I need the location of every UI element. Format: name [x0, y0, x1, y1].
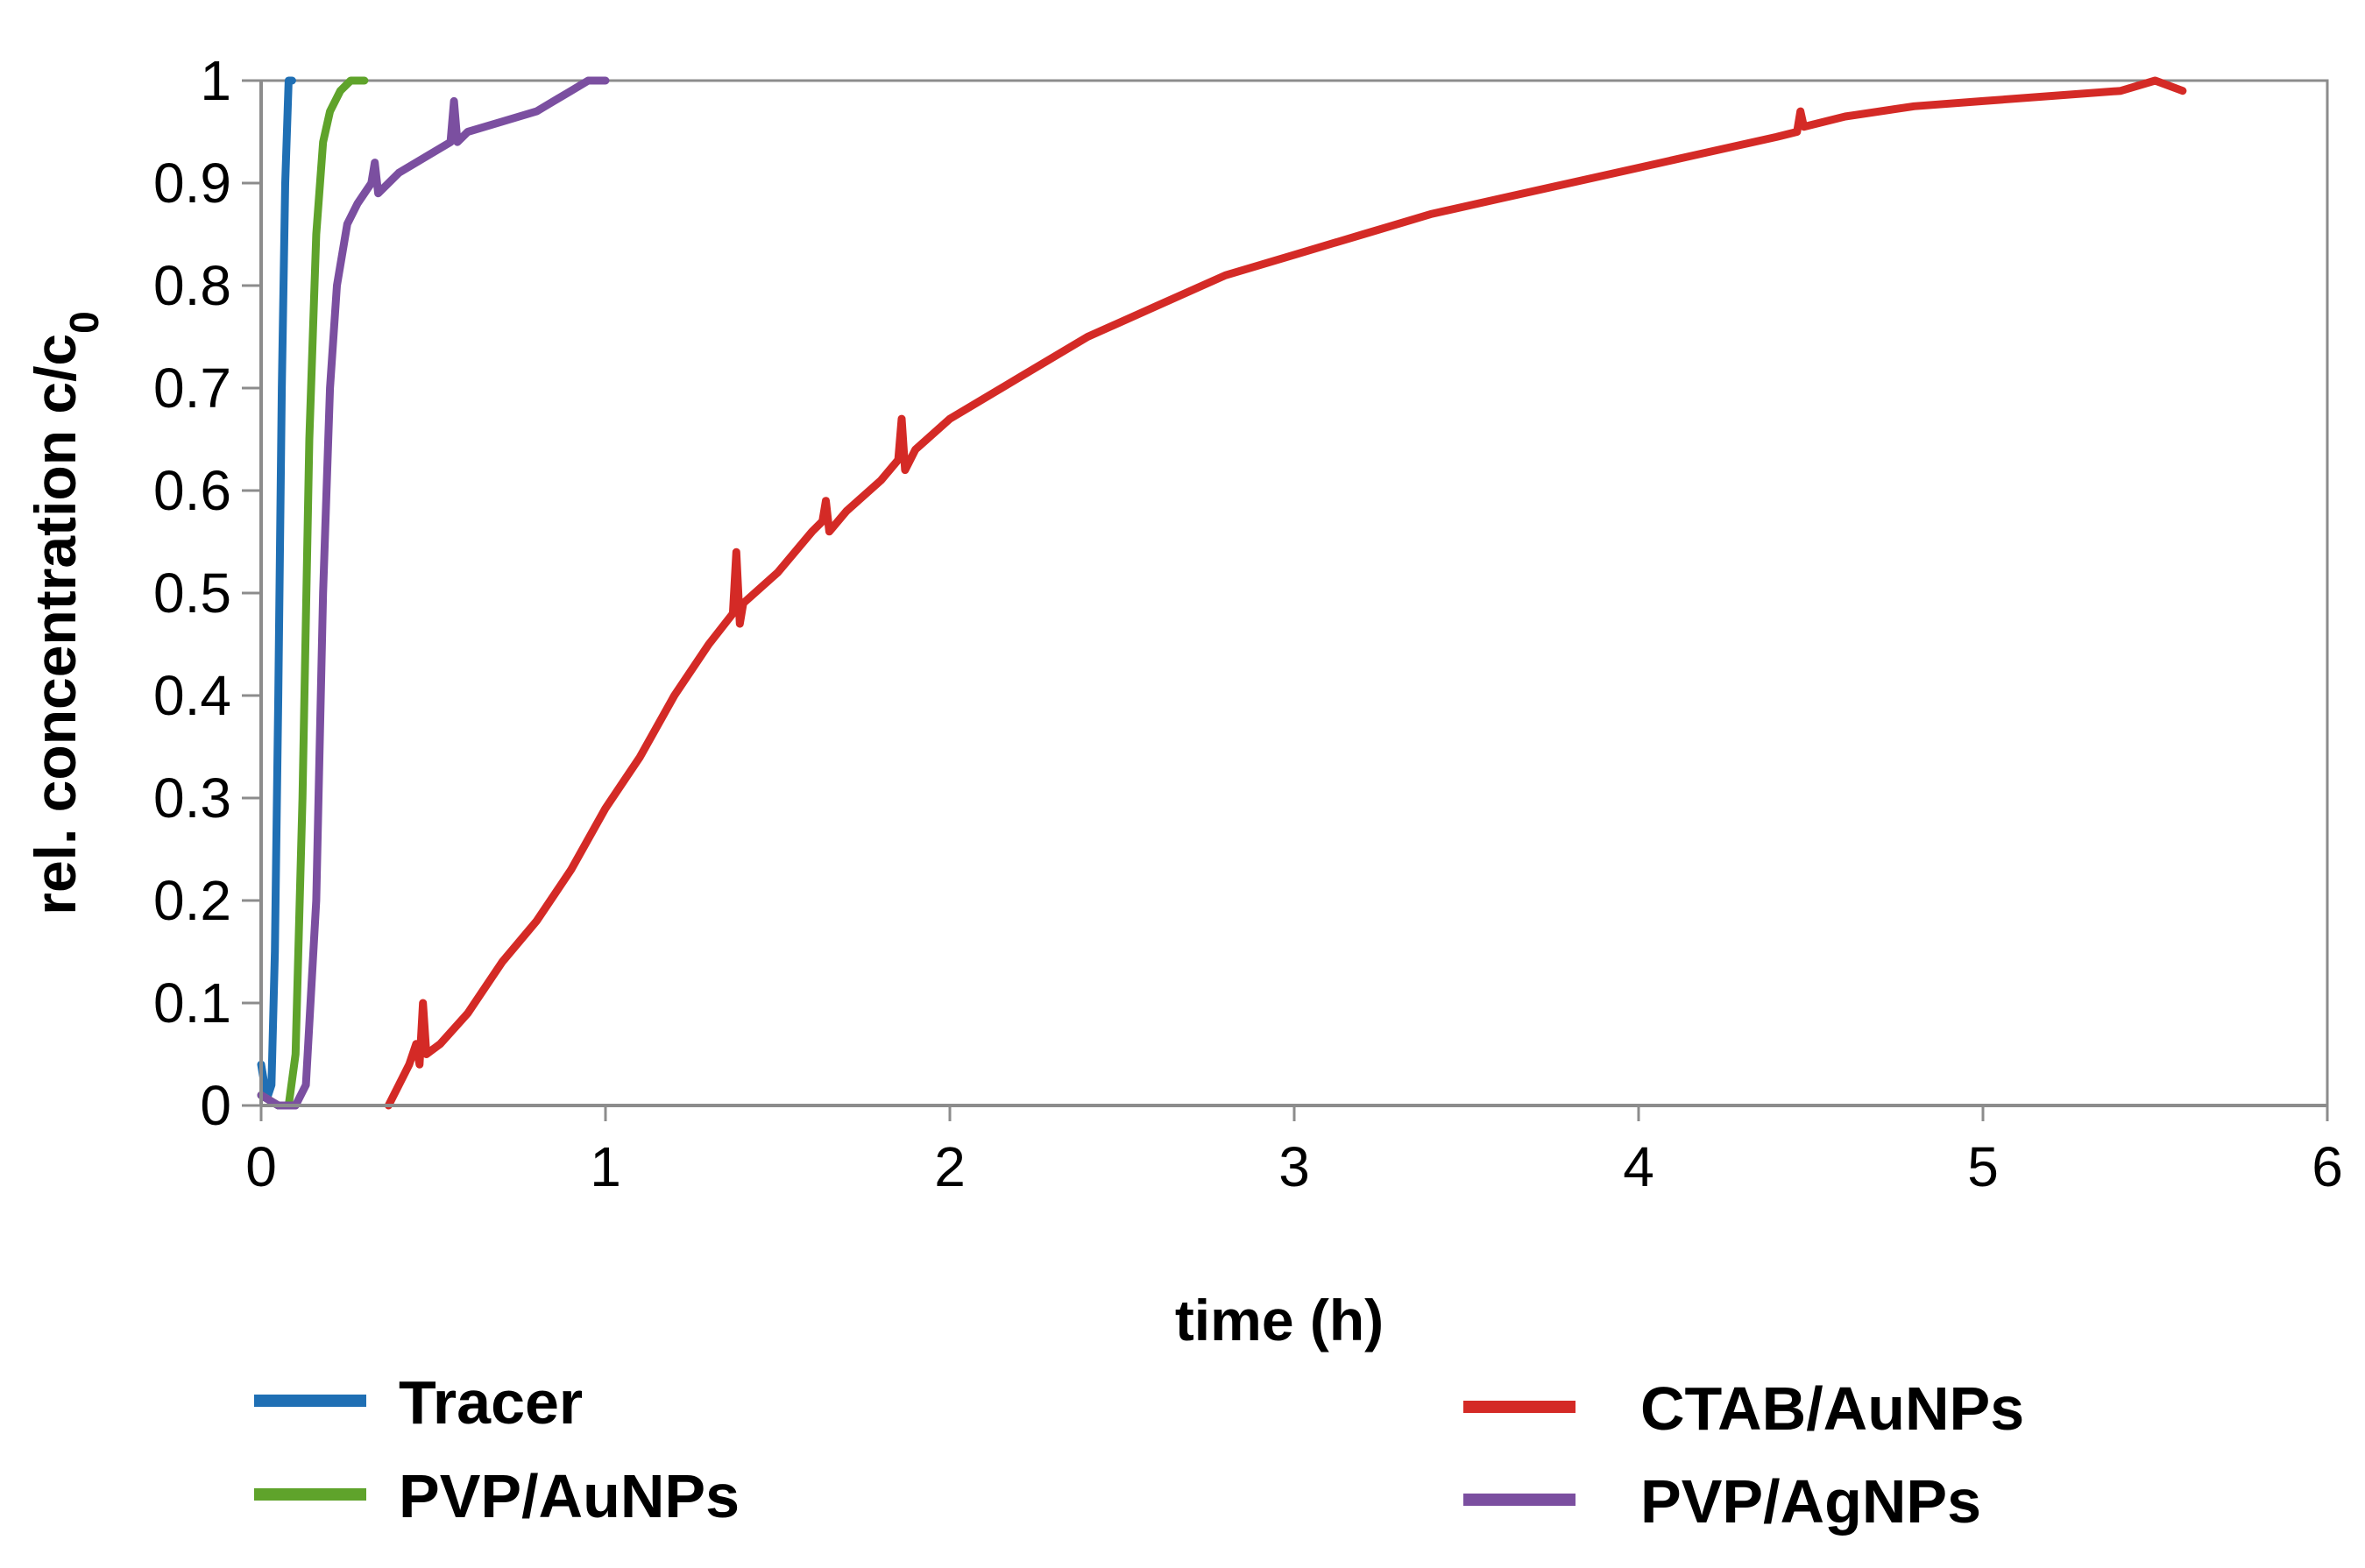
series-line-ctab-aunps	[384, 76, 2187, 1110]
legend: Tracer PVP/AuNPs CTAB/AuNPs PVP/AgNPs	[254, 1368, 2024, 1536]
x-axis: 0 1 2 3 4 5 6	[245, 1104, 2343, 1198]
y-axis-title-main: rel. concentration c/c	[23, 334, 88, 915]
legend-item-tracer: Tracer	[254, 1368, 583, 1437]
x-tick-label: 3	[1278, 1135, 1310, 1198]
y-tick-label: 0.8	[153, 254, 231, 317]
plot-border	[259, 79, 2329, 1107]
x-tick-label: 1	[590, 1135, 621, 1198]
series-layer	[257, 76, 2187, 1110]
series-line-tracer	[257, 76, 296, 1099]
y-tick-label: 0.6	[153, 459, 231, 522]
x-tick-label: 2	[934, 1135, 966, 1198]
y-tick-label: 0.7	[153, 357, 231, 420]
x-tick-label: 0	[245, 1135, 277, 1198]
legend-label: PVP/AgNPs	[1640, 1467, 1981, 1536]
legend-label: PVP/AuNPs	[399, 1462, 740, 1530]
legend-item-ctab-aunps: CTAB/AuNPs	[1463, 1374, 2024, 1443]
x-axis-title: time (h)	[1175, 1288, 1384, 1353]
x-tick-label: 4	[1623, 1135, 1654, 1198]
x-tick-label: 5	[1967, 1135, 1999, 1198]
y-tick-label: 0.1	[153, 971, 231, 1035]
y-tick-label: 0	[200, 1074, 231, 1137]
y-axis-title-subscript: 0	[61, 311, 107, 334]
legend-label: Tracer	[399, 1368, 583, 1437]
plot-area	[259, 79, 2329, 1107]
y-tick-label: 0.2	[153, 869, 231, 932]
y-axis: 0 0.1 0.2 0.3 0.4 0.5 0.6 0.7 0.8 0.9 1	[153, 49, 263, 1137]
legend-item-pvp-aunps: PVP/AuNPs	[254, 1462, 740, 1530]
y-tick-label: 1	[200, 49, 231, 112]
legend-item-pvp-agnps: PVP/AgNPs	[1463, 1467, 1981, 1536]
y-tick-label: 0.3	[153, 766, 231, 830]
y-tick-label: 0.9	[153, 152, 231, 215]
series-line-pvp-agnps	[257, 76, 610, 1110]
y-tick-label: 0.5	[153, 562, 231, 625]
y-tick-label: 0.4	[153, 664, 231, 727]
legend-label: CTAB/AuNPs	[1640, 1374, 2024, 1443]
x-tick-label: 6	[2312, 1135, 2343, 1198]
y-axis-title: rel. concentration c/c0	[23, 311, 107, 915]
